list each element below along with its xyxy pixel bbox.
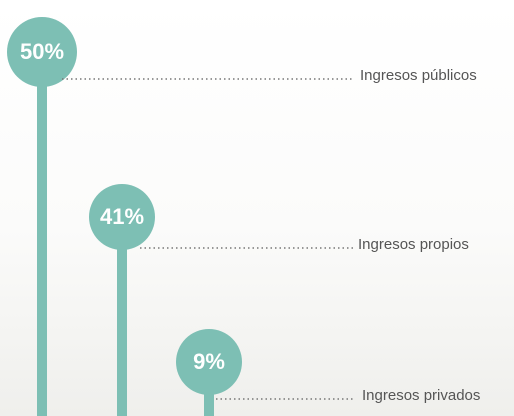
bubble bbox=[176, 329, 242, 395]
value-label: 9% bbox=[193, 349, 225, 374]
value-label: 41% bbox=[100, 204, 144, 229]
bubble bbox=[89, 184, 155, 250]
category-label: Ingresos privados bbox=[362, 387, 480, 404]
bubble bbox=[7, 17, 77, 87]
stem bbox=[117, 217, 127, 416]
category-label: Ingresos propios bbox=[358, 236, 469, 253]
stem bbox=[37, 52, 47, 416]
category-label: Ingresos públicos bbox=[360, 67, 477, 84]
value-label: 50% bbox=[20, 39, 64, 64]
